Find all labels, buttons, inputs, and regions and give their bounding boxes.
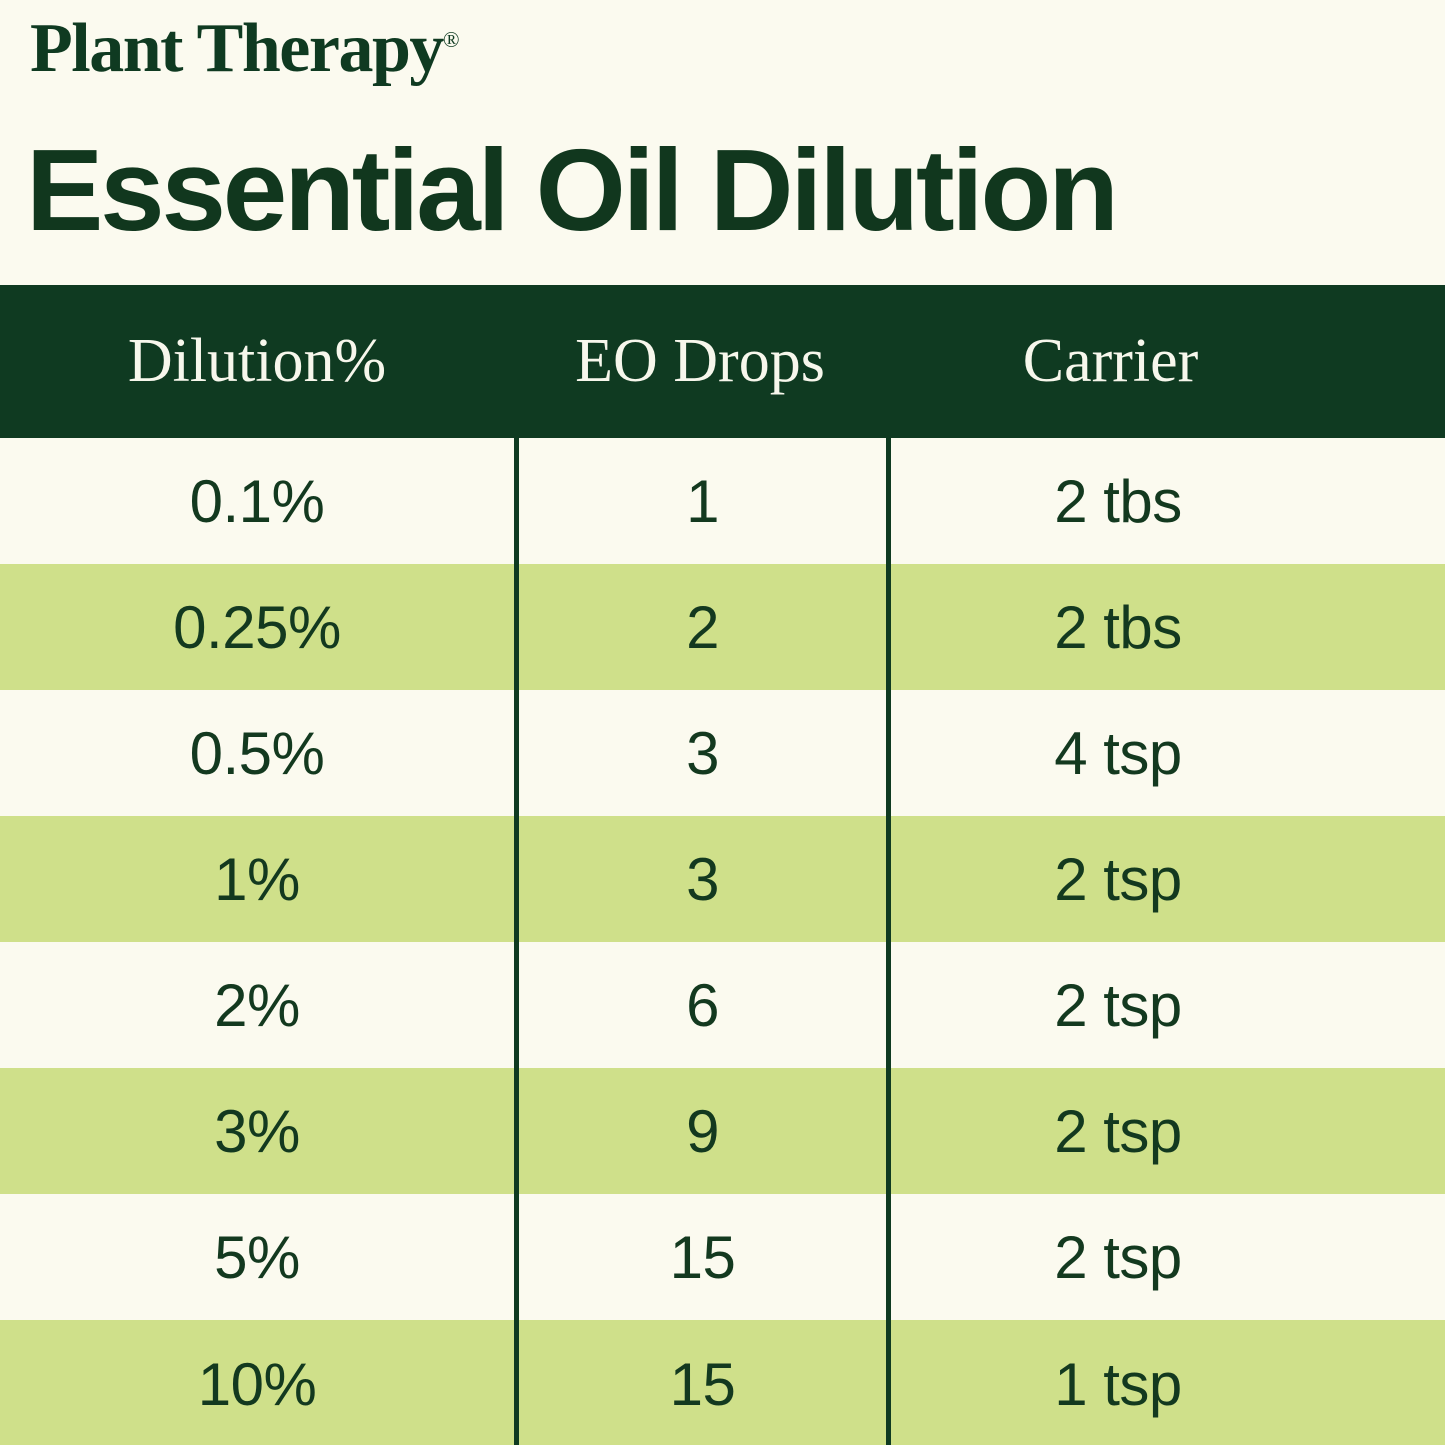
column-header-carrier: Carrier — [1022, 327, 1199, 395]
cell-carrier: 2 tsp — [1054, 1223, 1182, 1291]
cell-carrier: 2 tbs — [1054, 593, 1182, 661]
brand-logo: Plant Therapy® — [30, 14, 460, 84]
cell-eo-drops: 3 — [686, 845, 719, 913]
column-header-dilution: Dilution% — [127, 327, 387, 395]
cell-carrier: 2 tbs — [1054, 467, 1182, 535]
cell-dilution: 0.5% — [189, 719, 325, 787]
cell-carrier: 2 tsp — [1054, 845, 1182, 913]
dilution-table: Dilution% EO Drops Carrier 0.1% 1 2 tbs … — [0, 285, 1445, 1445]
table-header-row: Dilution% EO Drops Carrier — [0, 285, 1445, 438]
cell-carrier: 2 tsp — [1054, 1097, 1182, 1165]
cell-dilution: 1% — [214, 845, 300, 913]
cell-carrier: 2 tsp — [1054, 971, 1182, 1039]
cell-dilution: 0.1% — [189, 467, 325, 535]
table-row: 0.25% 2 2 tbs — [0, 564, 1445, 690]
cell-dilution: 10% — [197, 1350, 317, 1418]
column-header-eo-drops: EO Drops — [575, 327, 825, 395]
column-divider-2 — [886, 438, 891, 1445]
cell-eo-drops: 15 — [669, 1350, 736, 1418]
cell-dilution: 0.25% — [173, 593, 341, 661]
cell-eo-drops: 3 — [686, 719, 719, 787]
table-row: 0.1% 1 2 tbs — [0, 438, 1445, 564]
column-divider-1 — [514, 438, 519, 1445]
cell-eo-drops: 15 — [669, 1223, 736, 1291]
table-row: 3% 9 2 tsp — [0, 1068, 1445, 1194]
page-title: Essential Oil Dilution — [26, 125, 1119, 255]
brand-header: Plant Therapy® Essential Oil Dilution — [0, 0, 1445, 285]
table-body: 0.1% 1 2 tbs 0.25% 2 2 tbs 0.5% 3 4 tsp … — [0, 438, 1445, 1445]
cell-eo-drops: 1 — [686, 467, 719, 535]
cell-dilution: 5% — [214, 1223, 300, 1291]
table-row: 0.5% 3 4 tsp — [0, 690, 1445, 816]
cell-carrier: 1 tsp — [1054, 1350, 1182, 1418]
registered-trademark-icon: ® — [442, 27, 460, 52]
cell-dilution: 2% — [214, 971, 300, 1039]
table-row: 2% 6 2 tsp — [0, 942, 1445, 1068]
cell-eo-drops: 2 — [686, 593, 719, 661]
cell-eo-drops: 9 — [686, 1097, 719, 1165]
cell-eo-drops: 6 — [686, 971, 719, 1039]
table-row: 10% 15 1 tsp — [0, 1320, 1445, 1445]
cell-carrier: 4 tsp — [1054, 719, 1182, 787]
cell-dilution: 3% — [214, 1097, 300, 1165]
table-row: 1% 3 2 tsp — [0, 816, 1445, 942]
table-row: 5% 15 2 tsp — [0, 1194, 1445, 1320]
brand-name: Plant Therapy — [30, 10, 444, 87]
